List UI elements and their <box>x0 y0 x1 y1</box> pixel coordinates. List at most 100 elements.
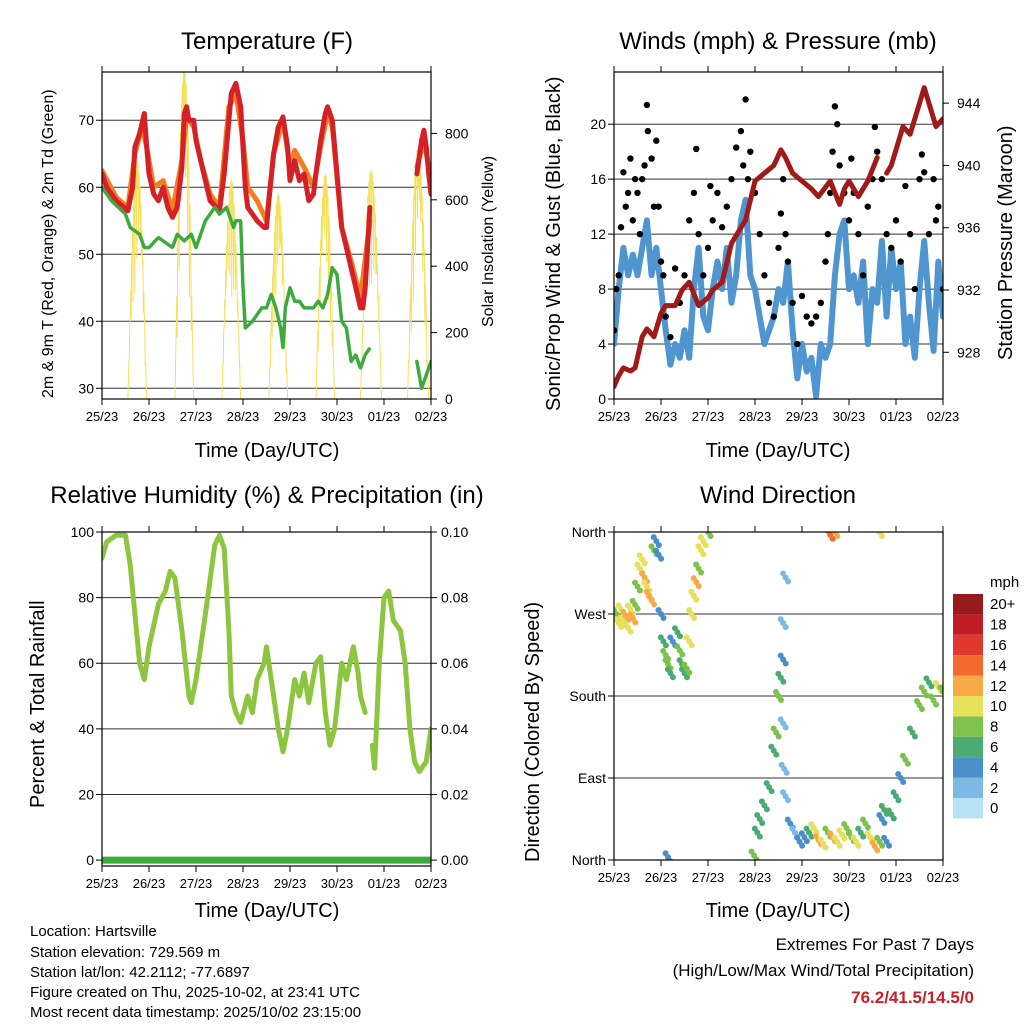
y-tick-label: 80 <box>78 590 94 606</box>
x-tick-label: 29/23 <box>786 870 819 885</box>
y2-tick-label: 400 <box>445 258 469 274</box>
gust-point <box>622 203 629 210</box>
gust-point <box>878 175 886 183</box>
gust-point <box>733 144 740 151</box>
legend-swatch <box>953 594 983 615</box>
gust-point <box>789 299 796 307</box>
gust-point <box>911 285 918 293</box>
direction-point <box>895 797 902 804</box>
y-tick-label: 12 <box>590 226 606 242</box>
legend-label: 16 <box>990 637 1007 654</box>
legend-swatch <box>953 634 983 656</box>
legend-swatch <box>953 757 983 778</box>
y2-tick-label: 0.00 <box>441 852 468 868</box>
humidity-ylabel: Percent & Total Rainfall <box>27 600 49 808</box>
gust-point <box>775 244 782 252</box>
gust-point <box>939 285 943 293</box>
9m-t-line <box>102 90 431 301</box>
latlon-text: Station lat/lon: 42.2112; -77.6897 <box>30 964 250 981</box>
x-tick-label: 30/23 <box>321 409 354 424</box>
direction-point <box>658 555 665 562</box>
y-tick-label: North <box>572 524 606 540</box>
plot-frame <box>613 531 944 861</box>
x-tick-label: 27/23 <box>692 409 725 424</box>
temperature-ylabel: 2m & 9m T (Red, Orange) & 2m Td (Green) <box>40 89 57 398</box>
gust-point <box>718 224 726 231</box>
gust-point <box>782 230 789 238</box>
chart-2: 0 20 40 60 80 100 0.00 0.02 0.04 0.06 0.08 0.10 25/2… <box>71 524 469 891</box>
x-tick-label: 28/23 <box>739 409 772 424</box>
x-tick-label: 27/23 <box>692 870 725 885</box>
wind-direction-title: Wind Direction <box>699 482 857 509</box>
direction-point <box>698 569 705 576</box>
y2-tick-label: 928 <box>957 344 981 360</box>
gust-point <box>693 145 700 153</box>
gust-point <box>888 244 895 252</box>
gust-point <box>761 272 768 279</box>
direction-point <box>782 624 789 631</box>
gust-point <box>648 155 655 162</box>
gust-point <box>624 189 632 197</box>
direction-point <box>759 820 766 826</box>
gust-point <box>641 162 648 169</box>
legend-swatch <box>953 675 983 696</box>
direction-point <box>763 806 770 813</box>
plot-area <box>102 72 431 399</box>
chart-3: North East South West North 25/23 26/23 27/23 28… <box>569 524 959 885</box>
direction-point <box>881 820 888 826</box>
legend-label: 6 <box>990 739 998 756</box>
gust-point <box>935 203 942 210</box>
x-tick-label: 28/23 <box>739 870 772 885</box>
x-tick-label: 29/23 <box>786 409 819 424</box>
x-tick-label: 30/23 <box>321 876 354 891</box>
y-tick-label: 8 <box>598 281 606 297</box>
direction-point <box>707 533 714 539</box>
x-tick-label: 01/23 <box>368 876 401 891</box>
x-tick-label: 30/23 <box>833 870 866 885</box>
relative-humidity-line <box>102 532 431 774</box>
gust-point <box>798 292 806 300</box>
gust-point <box>644 127 652 135</box>
gust-point <box>723 203 730 210</box>
gust-point <box>831 103 839 110</box>
direction-point <box>637 587 643 594</box>
gust-point <box>667 333 674 341</box>
direction-point <box>879 842 886 849</box>
direction-point <box>702 542 709 549</box>
gust-point <box>660 272 667 279</box>
x-tick-label: 28/23 <box>227 876 260 891</box>
gust-point <box>657 258 665 265</box>
extremes-values: 76.2/41.5/14.5/0 <box>851 988 974 1007</box>
direction-point <box>928 683 935 690</box>
direction-point <box>890 815 897 822</box>
direction-point <box>778 697 784 703</box>
x-tick-label: 01/23 <box>368 409 401 424</box>
x-tick-label: 26/23 <box>133 876 166 891</box>
gust-point <box>629 217 636 224</box>
x-tick-label: 26/23 <box>133 409 166 424</box>
gust-point <box>848 155 855 162</box>
direction-point <box>679 651 686 658</box>
legend-label: 18 <box>990 617 1007 634</box>
gust-point <box>932 217 940 224</box>
solar-insolation-line <box>174 72 195 399</box>
solar-insolation-line <box>221 179 242 399</box>
y-tick-label: 4 <box>598 336 606 352</box>
legend-label: 8 <box>990 719 998 736</box>
legend-swatch <box>953 798 983 819</box>
x-tick-label: 02/23 <box>415 876 448 891</box>
location-text: Location: Hartsville <box>30 923 157 940</box>
direction-point <box>874 847 881 854</box>
wind-line <box>614 196 943 399</box>
direction-point <box>855 842 862 849</box>
winds-xlabel: Time (Day/UTC) <box>705 440 851 462</box>
plot-frame <box>101 531 432 867</box>
gust-point <box>707 182 714 190</box>
elevation-text: Station elevation: 729.569 m <box>30 944 221 961</box>
temperature-title: Temperature (F) <box>180 28 354 55</box>
direction-point <box>911 733 918 740</box>
gust-point <box>930 175 937 183</box>
direction-point <box>836 842 843 849</box>
x-tick-label: 02/23 <box>927 870 960 885</box>
legend-label: 4 <box>990 759 998 776</box>
